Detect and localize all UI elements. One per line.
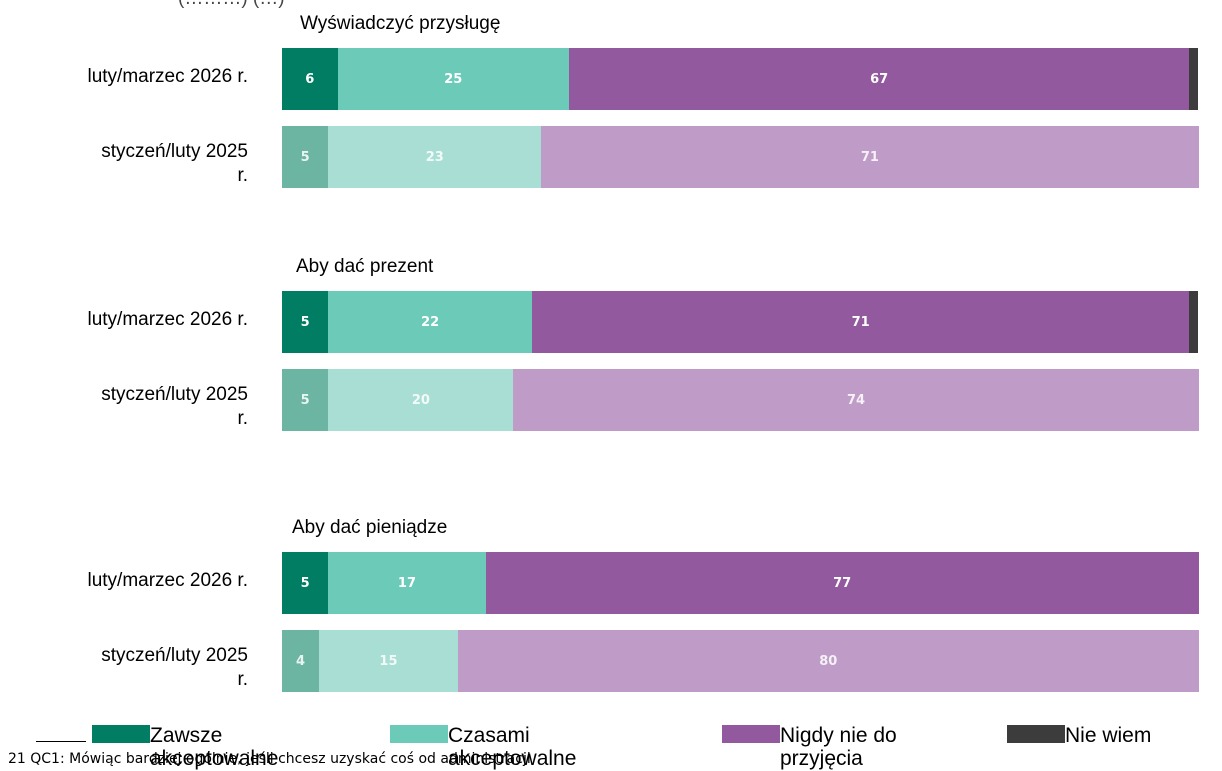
row-label-line: r. <box>237 408 248 429</box>
legend-label-line: Nie wiem <box>1065 724 1152 747</box>
bar-segment: 5 <box>282 369 329 431</box>
data-label: 4 <box>295 653 306 669</box>
bar-row: 4 15 80 <box>282 630 1222 692</box>
legend-label: Zawsze akceptowalne <box>150 724 278 770</box>
bar-row: 5 22 71 <box>282 291 1222 353</box>
bar-row: 5 23 71 <box>282 126 1222 188</box>
bar-segment: 71 <box>541 126 1199 188</box>
data-label: 20 <box>411 392 430 408</box>
legend-label: Nigdy nie do przyjęcia <box>780 724 897 770</box>
row-label-line: luty/marzec 2026 r. <box>87 309 248 330</box>
row-label: styczeń/luty 2025 r. <box>22 140 248 188</box>
data-label: 23 <box>425 149 444 165</box>
footnote-rule <box>36 741 86 742</box>
footnote: 21 QC1: Mówiąc bardziej ogólnie, jeśli c… <box>8 751 531 767</box>
legend-label-line: Czasami <box>448 724 530 747</box>
data-label: 5 <box>300 149 310 165</box>
bar-segment: 25 <box>337 48 570 110</box>
data-label: 5 <box>300 575 310 591</box>
bar-segment: 22 <box>328 291 532 353</box>
data-label: 67 <box>870 71 889 87</box>
bar-segment <box>1189 291 1199 353</box>
bar-row: 5 20 74 <box>282 369 1222 431</box>
legend-swatch <box>722 725 780 743</box>
data-label: 71 <box>851 314 870 330</box>
legend-label: Nie wiem <box>1065 724 1151 747</box>
row-label: styczeń/luty 2025 r. <box>22 644 248 692</box>
legend-label-line: akceptowalne <box>448 747 577 770</box>
bar-segment: 20 <box>328 369 514 431</box>
bar-segment: 4 <box>282 630 320 692</box>
group-title: Wyświadczyć przysługę <box>300 13 501 34</box>
legend-swatch <box>1007 725 1065 743</box>
bar-segment: 5 <box>282 552 329 614</box>
bar-row: 6 25 67 <box>282 48 1222 110</box>
bar-segment: 17 <box>328 552 486 614</box>
legend-label-line: Zawsze <box>150 724 223 747</box>
data-label: 6 <box>305 71 315 87</box>
bar-segment: 5 <box>282 126 329 188</box>
bar-segment: 5 <box>282 291 329 353</box>
legend-label-line: przyjęcia <box>780 747 863 770</box>
data-label: 77 <box>833 575 852 591</box>
row-label: luty/marzec 2026 r. <box>22 569 248 593</box>
row-label: styczeń/luty 2025 r. <box>22 383 248 431</box>
group-title: Aby dać pieniądze <box>292 517 448 538</box>
legend-label: Czasami akceptowalne <box>448 724 576 770</box>
data-label: 17 <box>397 575 417 591</box>
data-label: 80 <box>819 653 838 669</box>
row-label-line: r. <box>237 669 248 690</box>
row-label: luty/marzec 2026 r. <box>22 308 248 332</box>
data-label: 15 <box>379 653 398 669</box>
data-label: 74 <box>847 392 866 408</box>
row-label-line: styczeń/luty 2025 <box>101 141 248 162</box>
bar-segment: 15 <box>319 630 458 692</box>
bar-row: 5 17 77 <box>282 552 1222 614</box>
data-label: 5 <box>300 314 310 330</box>
group-title: Aby dać prezent <box>296 256 434 277</box>
legend-swatch <box>92 725 150 743</box>
data-label: 22 <box>421 314 440 330</box>
bar-segment: 71 <box>531 291 1190 353</box>
row-label-line: styczeń/luty 2025 <box>101 645 248 666</box>
legend-swatch <box>390 725 448 743</box>
bar-segment: 80 <box>457 630 1199 692</box>
row-label-line: styczeń/luty 2025 <box>101 384 248 405</box>
data-label: 71 <box>860 149 879 165</box>
bar-segment: 77 <box>485 552 1199 614</box>
bar-segment: 6 <box>282 48 338 110</box>
legend-label-line: akceptowalne <box>150 747 279 770</box>
row-label-line: luty/marzec 2026 r. <box>87 570 248 591</box>
bar-segment: 74 <box>513 369 1199 431</box>
data-label: 25 <box>444 71 463 87</box>
data-label: 5 <box>300 392 310 408</box>
bar-segment: 67 <box>569 48 1190 110</box>
row-label: luty/marzec 2026 r. <box>22 65 248 89</box>
row-label-line: r. <box>237 165 248 186</box>
bar-segment: 23 <box>328 126 542 188</box>
header-fragment: (………) (…) <box>178 0 285 10</box>
legend-label-line: Nigdy nie do <box>780 724 897 747</box>
row-label-line: luty/marzec 2026 r. <box>87 66 248 87</box>
bar-segment <box>1189 48 1199 110</box>
